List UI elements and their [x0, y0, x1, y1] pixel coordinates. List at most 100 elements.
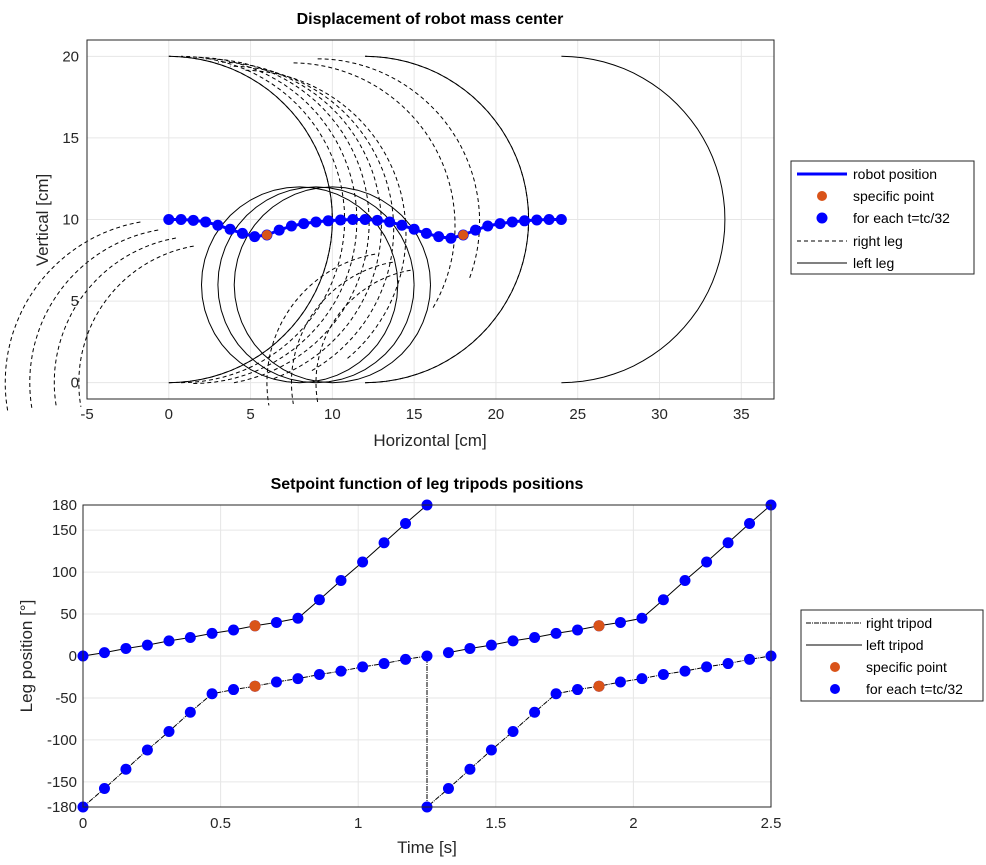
right-leg-arc: [217, 61, 382, 380]
bottom-y-tick-label: -150: [47, 774, 77, 791]
legend-tc32-2-marker: [830, 684, 840, 694]
top-plot-border: [86, 39, 775, 400]
left-tripod-point: [572, 624, 584, 636]
right-tripod-point: [529, 706, 541, 718]
left-tripod-point: [485, 639, 497, 651]
right-tripod-point: [400, 653, 412, 665]
right-leg-arc: [266, 253, 376, 406]
bottom-legend: right tripod left tripod specific point …: [800, 609, 984, 702]
tc32-point: [371, 214, 383, 226]
tc32-point: [408, 223, 420, 235]
left-tripod-point: [400, 517, 412, 529]
bottom-y-tick-label: 150: [52, 522, 77, 539]
legend-specific-point2-marker: [830, 662, 840, 672]
right-tripod-point: [357, 661, 369, 673]
bottom-chart: 0 0.5 1 1.5 2 2.5-180-150-100-50050100150180 …: [17, 476, 781, 857]
right-tripod-point: [292, 673, 304, 685]
top-series: [163, 214, 567, 244]
right-tripod-point: [270, 676, 282, 688]
right-tripod-point: [722, 658, 734, 670]
right-tripod-point: [120, 763, 132, 775]
bottom-y-tick-label: 0: [69, 648, 77, 665]
bottom-y-tick-label: 50: [60, 606, 77, 623]
left-tripod-point: [550, 627, 562, 639]
right-tripod-point: [184, 706, 196, 718]
specific-point: [458, 230, 469, 241]
right-leg-arc: [205, 58, 370, 384]
tc32-point: [494, 218, 506, 230]
right-tripod-point: [485, 744, 497, 756]
legend-left-leg-label: left leg: [853, 255, 894, 271]
right-leg-arc: [242, 69, 407, 359]
bottom-y-tick-label: -50: [55, 690, 77, 707]
left-tripod-point: [292, 612, 304, 624]
right-leg-arc: [78, 245, 194, 407]
right-leg-arc: [315, 269, 411, 403]
bottom-series: [77, 499, 777, 813]
top-grid: [86, 40, 774, 399]
top-y-axis-label: Vertical [cm]: [33, 174, 52, 267]
legend-tc32-label: for each t=tc/32: [853, 210, 950, 226]
bottom-x-tick-label: 2: [629, 815, 637, 832]
left-tripod-point: [335, 575, 347, 586]
right-tripod-point: [657, 668, 669, 680]
right-tripod-point: [464, 763, 476, 775]
right-tripod-point: [335, 665, 347, 677]
top-y-tick-label: 10: [62, 212, 79, 229]
top-y-tick-label: 0: [71, 375, 79, 392]
bottom-plot-border: [82, 504, 772, 808]
top-x-tick-label: 15: [406, 406, 423, 423]
right-leg-arc: [181, 55, 346, 384]
tc32-point: [359, 214, 371, 225]
right-tripod-point: [313, 668, 325, 680]
right-leg-arc: [230, 65, 395, 372]
right-tripod-point: [98, 783, 110, 795]
left-tripod-point: [507, 635, 519, 647]
left-tripod-point: [701, 556, 713, 568]
legend-robot-position-label: robot position: [853, 166, 937, 182]
left-tripod-point: [120, 642, 132, 654]
right-tripod-point: [442, 783, 454, 795]
bottom-x-tick-label: 0: [79, 815, 87, 832]
bottom-tick-labels: 0 0.5 1 1.5 2 2.5 -180 -150 -100 -50 0 50 100 150 180: [47, 497, 781, 832]
bottom-y-tick-label: -180: [47, 799, 77, 816]
left-tripod-point: [614, 616, 626, 628]
bottom-x-axis-label: Time [s]: [397, 838, 457, 857]
top-y-tick-label: 20: [62, 48, 79, 65]
legend-specific-point-label: specific point: [853, 188, 934, 204]
specific-point: [261, 230, 272, 241]
left-tripod-point: [529, 632, 541, 644]
tc32-point: [420, 227, 432, 239]
tc32-point: [224, 223, 236, 235]
left-tripod-point: [141, 639, 153, 651]
bottom-chart-title: Setpoint function of leg tripods positio…: [271, 476, 584, 493]
tc32-point: [273, 224, 285, 236]
tc32-point: [519, 215, 531, 227]
right-tripod-point: [679, 665, 691, 677]
tc32-point: [236, 227, 248, 239]
right-tripod-point: [636, 673, 648, 685]
left-tripod-point: [679, 575, 691, 586]
tc32-point: [396, 219, 408, 231]
left-leg-arc: [561, 55, 726, 384]
tc32-point: [555, 214, 567, 225]
top-legend: robot position specific point for each t…: [790, 160, 975, 275]
right-leg-arc: [4, 221, 141, 412]
specific-point: [249, 680, 261, 692]
tc32-point: [322, 215, 334, 227]
right-tripod-point: [163, 726, 175, 737]
tc32-point: [335, 214, 347, 226]
tc32-point: [285, 220, 297, 232]
left-leg-arc: [233, 186, 431, 384]
top-x-tick-label: 25: [569, 406, 586, 423]
legend-left-tripod-label: left tripod: [866, 637, 924, 653]
top-x-tick-label: 5: [246, 406, 254, 423]
right-tripod-point: [744, 653, 756, 665]
bottom-x-tick-label: 1: [354, 815, 362, 832]
tc32-point: [163, 214, 175, 225]
left-tripod-point: [357, 556, 369, 568]
tc32-point: [506, 216, 518, 228]
top-x-tick-label: -5: [80, 406, 93, 423]
